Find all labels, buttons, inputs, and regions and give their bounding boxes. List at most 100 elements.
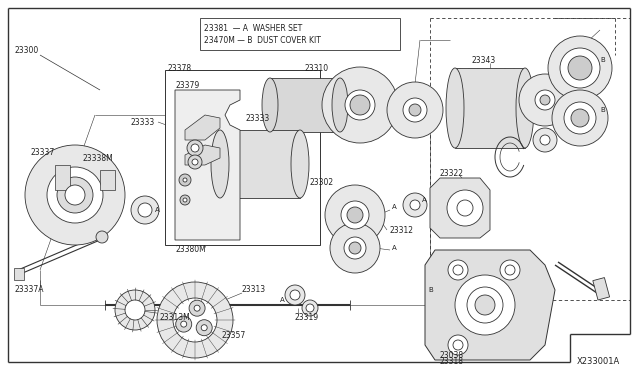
Polygon shape <box>175 90 240 240</box>
Circle shape <box>475 295 495 315</box>
Text: 23338M: 23338M <box>82 154 113 163</box>
Circle shape <box>330 223 380 273</box>
Circle shape <box>410 200 420 210</box>
Circle shape <box>173 298 217 342</box>
Circle shape <box>322 67 398 143</box>
Circle shape <box>403 193 427 217</box>
Bar <box>100 170 115 190</box>
Circle shape <box>540 135 550 145</box>
Circle shape <box>191 144 199 152</box>
Circle shape <box>448 335 468 355</box>
Text: 23310: 23310 <box>305 64 329 73</box>
Polygon shape <box>185 115 220 140</box>
Circle shape <box>571 109 589 127</box>
Circle shape <box>57 177 93 213</box>
Circle shape <box>189 300 205 316</box>
Circle shape <box>306 304 314 312</box>
Ellipse shape <box>516 68 534 148</box>
Circle shape <box>350 95 370 115</box>
Circle shape <box>194 305 200 311</box>
Circle shape <box>552 90 608 146</box>
Text: 23300: 23300 <box>14 45 38 55</box>
Text: A: A <box>155 207 160 213</box>
Circle shape <box>409 104 421 116</box>
Circle shape <box>325 185 385 245</box>
Circle shape <box>196 320 212 336</box>
Circle shape <box>533 128 557 152</box>
Text: 23337: 23337 <box>30 148 54 157</box>
Text: 23470M — B  DUST COVER KIT: 23470M — B DUST COVER KIT <box>204 35 321 45</box>
Circle shape <box>519 74 571 126</box>
Ellipse shape <box>291 130 309 198</box>
Circle shape <box>500 260 520 280</box>
Text: 23322: 23322 <box>440 169 464 177</box>
Bar <box>270 78 340 132</box>
Circle shape <box>453 265 463 275</box>
Circle shape <box>157 282 233 358</box>
Circle shape <box>535 90 555 110</box>
Text: 23337A: 23337A <box>14 285 44 295</box>
Circle shape <box>115 290 155 330</box>
Circle shape <box>187 140 203 156</box>
Polygon shape <box>430 178 490 238</box>
Circle shape <box>505 265 515 275</box>
Text: A: A <box>422 197 427 203</box>
Circle shape <box>448 260 468 280</box>
Circle shape <box>179 174 191 186</box>
Circle shape <box>467 287 503 323</box>
Text: 23333: 23333 <box>131 118 155 126</box>
Circle shape <box>285 285 305 305</box>
Circle shape <box>540 95 550 105</box>
Circle shape <box>560 48 600 88</box>
Polygon shape <box>185 145 220 165</box>
Text: X233001A: X233001A <box>577 357 620 366</box>
Circle shape <box>201 325 207 331</box>
Text: 23333: 23333 <box>245 113 269 122</box>
Ellipse shape <box>262 78 278 132</box>
Text: 23378: 23378 <box>168 64 192 73</box>
Text: 23038: 23038 <box>440 350 464 359</box>
Circle shape <box>96 231 108 243</box>
Circle shape <box>131 196 159 224</box>
Circle shape <box>403 98 427 122</box>
Circle shape <box>548 36 612 100</box>
Text: 23313: 23313 <box>242 285 266 295</box>
Bar <box>14 268 24 280</box>
Circle shape <box>345 90 375 120</box>
Circle shape <box>564 102 596 134</box>
Text: 23381  — A  WASHER SET: 23381 — A WASHER SET <box>204 23 302 32</box>
Text: 23312: 23312 <box>390 225 414 234</box>
Circle shape <box>47 167 103 223</box>
Text: 23313M: 23313M <box>160 314 191 323</box>
Text: B: B <box>428 287 433 293</box>
Circle shape <box>180 321 187 327</box>
Text: 23302: 23302 <box>310 177 334 186</box>
Circle shape <box>349 242 361 254</box>
Circle shape <box>192 159 198 165</box>
Circle shape <box>344 237 366 259</box>
Bar <box>593 278 609 300</box>
Circle shape <box>387 82 443 138</box>
Circle shape <box>455 275 515 335</box>
Text: 23343: 23343 <box>472 55 496 64</box>
Circle shape <box>183 198 187 202</box>
Circle shape <box>125 300 145 320</box>
Circle shape <box>341 201 369 229</box>
Circle shape <box>180 195 190 205</box>
Circle shape <box>138 203 152 217</box>
Circle shape <box>176 316 192 332</box>
Circle shape <box>188 155 202 169</box>
Text: 23319: 23319 <box>295 314 319 323</box>
Ellipse shape <box>211 130 229 198</box>
Circle shape <box>65 185 85 205</box>
Text: 23357: 23357 <box>222 330 246 340</box>
Circle shape <box>183 178 187 182</box>
Bar <box>55 165 70 190</box>
Circle shape <box>568 56 592 80</box>
Bar <box>165 70 320 245</box>
Ellipse shape <box>332 78 348 132</box>
Text: B: B <box>600 57 605 63</box>
Circle shape <box>25 145 125 245</box>
Polygon shape <box>425 250 555 360</box>
Text: 23379: 23379 <box>175 80 199 90</box>
